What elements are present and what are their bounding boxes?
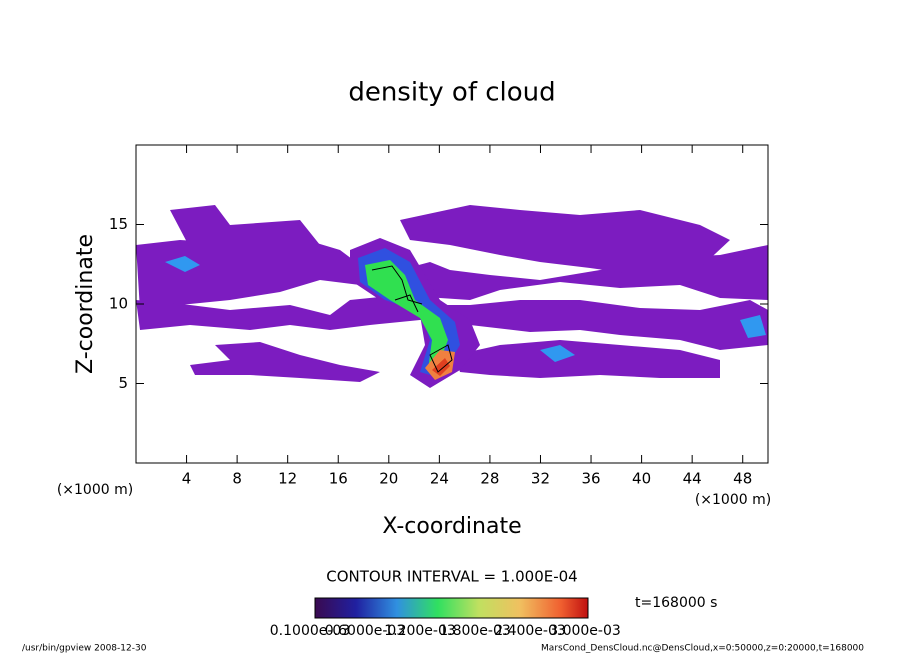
y-tick-label: 5 xyxy=(118,374,128,392)
cloud-field xyxy=(136,205,768,388)
x-tick-label: 28 xyxy=(480,470,499,488)
y-tick-label: 15 xyxy=(109,215,128,233)
x-tick-label: 12 xyxy=(278,470,297,488)
x-tick-label: 4 xyxy=(182,470,192,488)
x-tick-label: 20 xyxy=(379,470,398,488)
x-unit: (×1000 m) xyxy=(695,492,771,508)
colorbar-label: 0.6000e-03 xyxy=(325,623,405,639)
x-tick-label: 40 xyxy=(632,470,651,488)
footer-right: MarsCond_DensCloud.nc@DensCloud,x=0:5000… xyxy=(541,644,864,654)
colorbar xyxy=(314,597,589,619)
colorbar-label: 0.1000e-03 xyxy=(270,623,350,639)
colorbar-label: 1.200e-03 xyxy=(384,623,456,639)
y-axis-label: Z-coordinate xyxy=(73,234,98,374)
colorbar-label: 2.400e-03 xyxy=(494,623,566,639)
x-tick-label: 32 xyxy=(531,470,550,488)
x-tick-label: 48 xyxy=(733,470,752,488)
y-unit: (×1000 m) xyxy=(57,482,133,498)
footer-left: /usr/bin/gpview 2008-12-30 xyxy=(22,644,147,654)
contour-interval: CONTOUR INTERVAL = 1.000E-04 xyxy=(326,568,577,586)
x-tick-label: 44 xyxy=(683,470,702,488)
x-tick-label: 36 xyxy=(581,470,600,488)
time-label: t=168000 s xyxy=(635,595,717,611)
x-tick-label: 8 xyxy=(232,470,242,488)
colorbar-label: 3.000e-03 xyxy=(549,623,621,639)
y-tick-label: 10 xyxy=(109,295,128,313)
x-tick-label: 24 xyxy=(430,470,449,488)
x-axis-label: X-coordinate xyxy=(382,514,521,539)
plot-frame xyxy=(135,144,769,464)
colorbar-label: 1.800e-03 xyxy=(439,623,511,639)
x-tick-label: 16 xyxy=(329,470,348,488)
chart-title: density of cloud xyxy=(348,78,555,108)
